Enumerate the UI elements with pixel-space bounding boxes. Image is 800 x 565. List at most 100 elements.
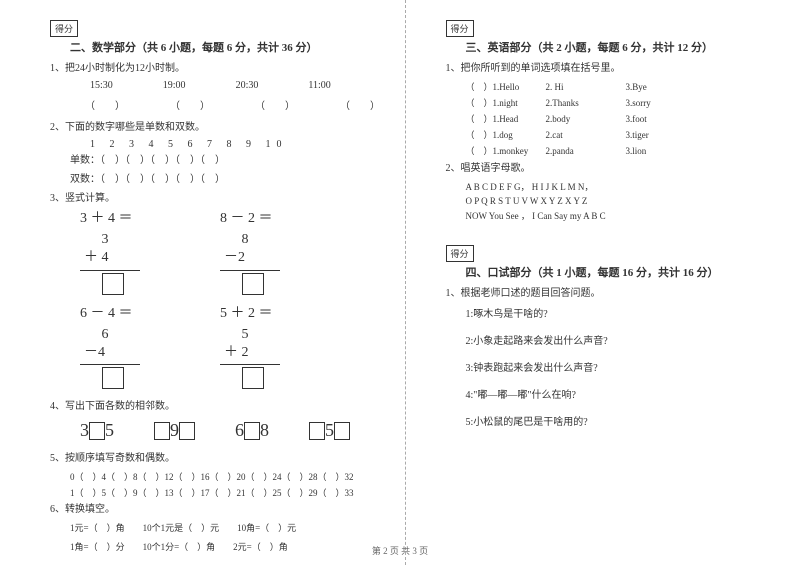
er1-3: 3.Bye — [626, 82, 706, 92]
adj-1-r: 5 — [105, 420, 114, 441]
section4-title: 四、口试部分（共 1 小题，每题 16 分，共计 16 分） — [466, 264, 771, 280]
calc-1-a: 3 — [80, 231, 130, 249]
q3-text: 3、竖式计算。 — [50, 191, 375, 206]
alpha-2: O P Q R S T U V W X Y Z X Y Z — [466, 196, 771, 206]
calc-1-eq: 3 ＋ 4 ＝ — [80, 210, 140, 228]
score-box-eng: 得分 — [446, 20, 474, 37]
adjacent-row: 35 9 68 5 — [80, 420, 375, 441]
single-row: 单数：（ ）（ ）（ ）（ ）（ ） — [70, 153, 375, 168]
seq-2: 1（ ）5（ ）9（ ）13（ ）17（ ）21（ ）25（ ）29（ ）33 — [70, 486, 375, 499]
er1-1: （ ）1.Hello — [466, 80, 546, 93]
eng-row-5: （ ）1.monkey2.panda3.lion — [466, 144, 771, 157]
er2-3: 3.sorry — [626, 98, 706, 108]
er1-2: 2. Hi — [546, 82, 626, 92]
score-box-oral: 得分 — [446, 245, 474, 262]
calc-3-eq: 6 － 4 ＝ — [80, 305, 140, 323]
adj-4: 5 — [309, 420, 350, 441]
double-row: 双数：（ ）（ ）（ ）（ ）（ ） — [70, 172, 375, 187]
er2-1: （ ）1.night — [466, 96, 546, 109]
calc-3: 6 － 4 ＝ 6 －4 — [80, 305, 140, 390]
calc-3-op: －4 — [80, 344, 130, 362]
calc-4-a: 5 — [220, 326, 270, 344]
oral-3: 3:钟表跑起来会发出什么声音? — [466, 359, 771, 374]
calc-1: 3 ＋ 4 ＝ 3 ＋ 4 — [80, 210, 140, 295]
time-2: 19:00 — [163, 80, 186, 91]
eng-row-4: （ ）1.dog2.cat3.tiger — [466, 128, 771, 141]
calc-2: 8 － 2 ＝ 8 －2 — [220, 210, 280, 295]
paren-row: （ ） （ ） （ ） （ ） — [85, 97, 375, 112]
calc-2-box — [242, 273, 264, 295]
er4-2: 2.cat — [546, 130, 626, 140]
q6-text: 6、转换填空。 — [50, 502, 375, 517]
calc-4-line — [220, 364, 280, 365]
calc-2-eq: 8 － 2 ＝ — [220, 210, 280, 228]
paren-2: （ ） — [170, 97, 210, 112]
adj-1-box — [89, 422, 105, 440]
time-4: 11:00 — [308, 80, 330, 91]
section2-title: 二、数学部分（共 6 小题，每题 6 分，共计 36 分） — [70, 39, 375, 55]
calc-2-op: －2 — [220, 249, 270, 267]
adj-3-l: 6 — [235, 420, 244, 441]
conv-1: 1元=（ ）角 10个1元是（ ）元 10角=（ ）元 — [70, 521, 375, 534]
s4-q1: 1、根据老师口述的题目回答问题。 — [446, 286, 771, 301]
er4-1: （ ）1.dog — [466, 128, 546, 141]
calc-2-line — [220, 270, 280, 271]
num-sequence: 1 2 3 4 5 6 7 8 9 10 — [90, 139, 375, 150]
er5-2: 2.panda — [546, 146, 626, 156]
adj-2-m: 9 — [170, 420, 179, 441]
er2-2: 2.Thanks — [546, 98, 626, 108]
adj-2: 9 — [154, 420, 195, 441]
page-footer: 第 2 页 共 3 页 — [0, 544, 800, 557]
alpha-1: A B C D E F G， H I J K L M N， — [466, 180, 771, 193]
time-row: 15:30 19:00 20:30 11:00 — [90, 80, 375, 91]
q4-text: 4、写出下面各数的相邻数。 — [50, 399, 375, 414]
calc-1-box — [102, 273, 124, 295]
paren-3: （ ） — [255, 97, 295, 112]
adj-2-box2 — [179, 422, 195, 440]
score-box-math: 得分 — [50, 20, 78, 37]
eng-row-1: （ ）1.Hello2. Hi3.Bye — [466, 80, 771, 93]
calc-4: 5 ＋ 2 ＝ 5 ＋ 2 — [220, 305, 280, 390]
calc-4-box — [242, 367, 264, 389]
s3-q1: 1、把你所听到的单词选项填在括号里。 — [446, 61, 771, 76]
er3-2: 2.body — [546, 114, 626, 124]
calc-3-line — [80, 364, 140, 365]
calc-2-a: 8 — [220, 231, 270, 249]
right-column: 得分 三、英语部分（共 2 小题，每题 6 分，共计 12 分） 1、把你所听到… — [405, 0, 800, 565]
seq-1: 0（ ）4（ ）8（ ）12（ ）16（ ）20（ ）24（ ）28（ ）32 — [70, 470, 375, 483]
left-column: 得分 二、数学部分（共 6 小题，每题 6 分，共计 36 分） 1、把24小时… — [0, 0, 405, 565]
er4-3: 3.tiger — [626, 130, 706, 140]
oral-1: 1:啄木鸟是干啥的? — [466, 305, 771, 320]
paren-1: （ ） — [85, 97, 125, 112]
calc-3-a: 6 — [80, 326, 130, 344]
eng-row-3: （ ）1.Head2.body3.foot — [466, 112, 771, 125]
time-3: 20:30 — [236, 80, 259, 91]
adj-3: 68 — [235, 420, 269, 441]
oral-2: 2:小象走起路来会发出什么声音? — [466, 332, 771, 347]
calc-row-1: 3 ＋ 4 ＝ 3 ＋ 4 8 － 2 ＝ 8 －2 — [80, 210, 375, 295]
adj-1: 35 — [80, 420, 114, 441]
adj-3-box — [244, 422, 260, 440]
s3-q2: 2、唱英语字母歌。 — [446, 161, 771, 176]
paren-4: （ ） — [340, 97, 380, 112]
er3-3: 3.foot — [626, 114, 706, 124]
q2-text: 2、下面的数字哪些是单数和双数。 — [50, 120, 375, 135]
calc-3-box — [102, 367, 124, 389]
calc-4-op: ＋ 2 — [220, 344, 270, 362]
calc-row-2: 6 － 4 ＝ 6 －4 5 ＋ 2 ＝ 5 ＋ 2 — [80, 305, 375, 390]
calc-4-eq: 5 ＋ 2 ＝ — [220, 305, 280, 323]
er3-1: （ ）1.Head — [466, 112, 546, 125]
er5-1: （ ）1.monkey — [466, 144, 546, 157]
q1-text: 1、把24小时制化为12小时制。 — [50, 61, 375, 76]
section3-title: 三、英语部分（共 2 小题，每题 6 分，共计 12 分） — [466, 39, 771, 55]
calc-1-line — [80, 270, 140, 271]
time-1: 15:30 — [90, 80, 113, 91]
adj-4-box2 — [334, 422, 350, 440]
q5-text: 5、按顺序填写奇数和偶数。 — [50, 451, 375, 466]
eng-row-2: （ ）1.night2.Thanks3.sorry — [466, 96, 771, 109]
adj-2-box1 — [154, 422, 170, 440]
calc-1-op: ＋ 4 — [80, 249, 130, 267]
er5-3: 3.lion — [626, 146, 706, 156]
oral-5: 5:小松鼠的尾巴是干啥用的? — [466, 413, 771, 428]
adj-4-m: 5 — [325, 420, 334, 441]
